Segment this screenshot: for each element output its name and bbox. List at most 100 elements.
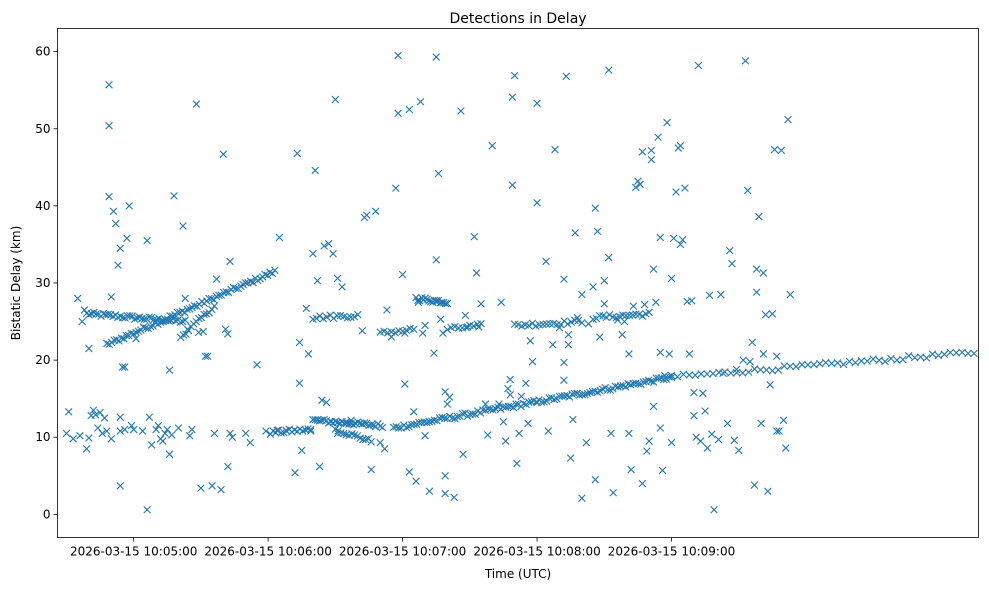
- data-point: [210, 429, 219, 438]
- data-point: [591, 475, 600, 484]
- data-point: [560, 275, 568, 283]
- data-point: [91, 411, 100, 419]
- data-point: [757, 419, 765, 428]
- data-point: [676, 141, 685, 150]
- data-point: [656, 233, 665, 242]
- data-point: [421, 321, 429, 330]
- data-point: [750, 481, 759, 489]
- x-tick-label: 2026-03-15 10:06:00: [204, 545, 331, 559]
- data-point: [78, 317, 86, 326]
- y-tick-label: 20: [35, 353, 50, 367]
- data-point: [690, 388, 698, 397]
- data-point: [163, 425, 172, 434]
- data-point: [647, 377, 655, 385]
- data-point: [222, 288, 230, 296]
- data-point: [92, 310, 101, 318]
- data-point: [509, 403, 518, 412]
- data-point: [197, 484, 205, 492]
- data-point: [425, 417, 434, 426]
- data-point: [940, 350, 949, 359]
- data-point: [295, 379, 304, 388]
- data-point: [691, 371, 700, 380]
- data-point: [604, 253, 613, 262]
- data-point: [443, 400, 452, 408]
- data-point: [416, 97, 425, 106]
- data-point: [508, 93, 517, 101]
- data-point: [533, 199, 541, 207]
- data-point: [183, 305, 191, 314]
- data-point: [450, 493, 458, 502]
- data-point: [457, 107, 465, 115]
- data-point: [544, 427, 553, 435]
- data-point: [100, 414, 109, 422]
- data-point: [560, 358, 568, 367]
- data-point: [690, 411, 698, 420]
- data-point: [741, 57, 750, 65]
- data-point: [656, 424, 665, 432]
- data-point: [863, 357, 872, 365]
- data-point: [207, 305, 216, 314]
- data-point: [443, 325, 452, 334]
- data-point: [656, 348, 665, 357]
- data-point: [320, 415, 328, 424]
- data-point: [964, 349, 972, 358]
- data-point: [181, 294, 190, 303]
- data-point: [875, 356, 883, 365]
- data-point: [394, 51, 402, 60]
- data-point: [752, 265, 761, 273]
- data-point: [229, 283, 238, 292]
- data-point: [654, 133, 662, 142]
- data-point: [634, 380, 643, 388]
- data-point: [857, 357, 866, 365]
- data-point: [268, 269, 277, 278]
- y-tick-label: 60: [35, 45, 50, 59]
- data-point: [761, 310, 770, 319]
- data-point: [506, 391, 514, 399]
- data-point: [120, 425, 129, 434]
- data-point: [578, 318, 586, 327]
- y-tick-label: 50: [35, 122, 50, 136]
- data-point: [570, 389, 579, 398]
- data-point: [470, 232, 479, 241]
- data-point: [469, 322, 478, 330]
- data-point: [881, 357, 889, 366]
- data-point: [362, 211, 371, 219]
- data-point: [291, 468, 299, 477]
- data-point: [338, 283, 346, 291]
- data-point: [207, 294, 216, 303]
- data-point: [564, 330, 573, 339]
- data-point: [146, 322, 155, 331]
- data-point: [85, 311, 93, 319]
- data-point: [774, 366, 783, 374]
- data-point: [154, 421, 163, 430]
- data-point: [212, 292, 221, 301]
- data-point: [632, 310, 640, 318]
- data-point: [262, 427, 270, 435]
- data-point: [738, 369, 747, 377]
- data-point: [205, 294, 213, 303]
- y-tick-label: 40: [35, 199, 50, 213]
- data-point: [810, 360, 818, 369]
- data-point: [703, 444, 712, 452]
- data-point: [468, 410, 477, 418]
- data-point: [904, 352, 913, 360]
- data-point: [708, 430, 716, 438]
- data-point: [739, 356, 747, 364]
- data-point: [694, 61, 703, 70]
- data-point: [380, 445, 389, 453]
- data-point: [345, 420, 353, 428]
- data-point: [477, 319, 485, 328]
- data-points: [62, 51, 978, 514]
- data-point: [401, 380, 409, 388]
- data-point: [201, 352, 210, 361]
- data-point: [526, 337, 535, 345]
- data-point: [472, 269, 481, 277]
- data-point: [125, 202, 133, 210]
- chart-title: Detections in Delay: [449, 11, 586, 27]
- data-point: [453, 412, 462, 421]
- data-point: [295, 338, 304, 347]
- x-tick-label: 2026-03-15 10:08:00: [473, 545, 600, 559]
- data-point: [138, 427, 147, 435]
- data-point: [524, 419, 532, 428]
